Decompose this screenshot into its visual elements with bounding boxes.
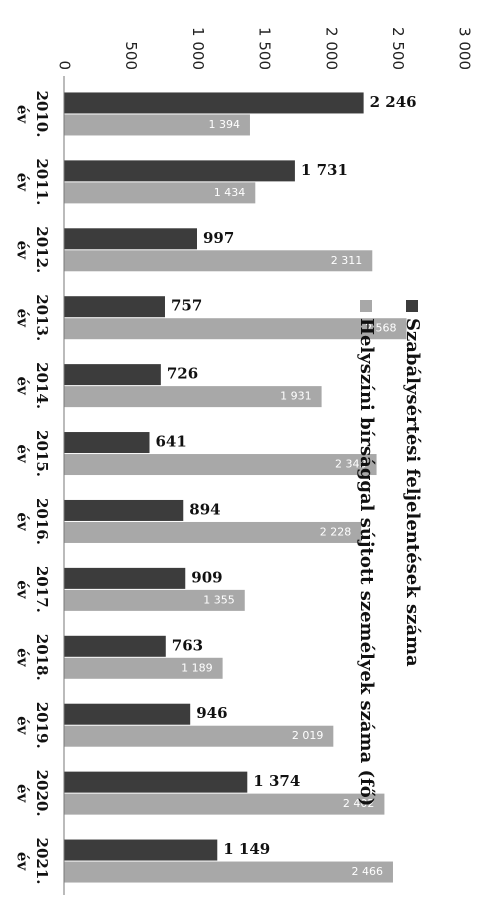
value-label-birsag: 2 228 [320, 525, 352, 538]
legend-swatch [406, 300, 418, 312]
bar-feljelentesek [64, 228, 197, 249]
value-label-feljelentesek: 1 374 [253, 772, 300, 790]
tick-label: 3 000 [456, 27, 474, 70]
legend-swatch [360, 300, 372, 312]
bar-feljelentesek [64, 296, 165, 317]
category-label: 2014.év [13, 362, 51, 409]
tick-label: 2 000 [322, 27, 340, 70]
legend-label: Szabálysértési feljelentések száma [402, 318, 423, 667]
value-label-feljelentesek: 641 [156, 433, 187, 451]
category-label: 2021.év [13, 838, 51, 885]
category-label: 2013.év [13, 294, 51, 341]
bar-birsag [64, 522, 361, 543]
value-label-feljelentesek: 1 731 [301, 161, 348, 179]
bar-feljelentesek [64, 500, 183, 521]
bar-feljelentesek [64, 840, 217, 861]
tick-label: 1 000 [189, 27, 207, 70]
category-label: 2012.év [13, 226, 51, 273]
value-label-feljelentesek: 726 [167, 365, 198, 383]
category-label: 2016.év [13, 498, 51, 545]
value-label-birsag: 1 189 [181, 661, 213, 674]
bars-layer [64, 92, 407, 882]
value-label-feljelentesek: 946 [196, 704, 227, 722]
legend: Szabálysértési feljelentések száma Helysz… [356, 300, 423, 806]
category-label: 2011.év [13, 158, 51, 205]
category-label: 2018.év [13, 634, 51, 681]
value-label-birsag: 1 931 [280, 390, 312, 403]
tick-label: 1 500 [256, 27, 274, 70]
value-label-birsag: 1 434 [214, 186, 246, 199]
bar-feljelentesek [64, 772, 247, 793]
bar-feljelentesek [64, 568, 185, 589]
value-label-feljelentesek: 997 [203, 229, 234, 247]
value-label-feljelentesek: 909 [191, 568, 222, 586]
bar-birsag [64, 318, 407, 339]
value-label-birsag: 1 355 [203, 593, 234, 606]
category-label: 2010.év [13, 90, 51, 137]
bar-birsag [64, 794, 384, 815]
bar-birsag [64, 454, 377, 475]
value-label-feljelentesek: 757 [171, 297, 202, 315]
tick-label: 500 [122, 41, 140, 70]
legend-label: Helyszíni bírsággal sújtott személyek sz… [356, 318, 377, 806]
tick-label: 0 [56, 60, 74, 70]
value-label-birsag: 1 394 [208, 118, 240, 131]
bar-feljelentesek [64, 160, 295, 181]
value-label-birsag: 2 019 [292, 729, 324, 742]
bar-birsag [64, 862, 393, 883]
bar-feljelentesek [64, 92, 364, 113]
value-label-feljelentesek: 763 [172, 636, 203, 654]
tick-label: 2 500 [389, 27, 407, 70]
bar-birsag [64, 250, 372, 271]
value-label-birsag: 2 466 [351, 865, 383, 878]
category-label: 2019.év [13, 702, 51, 749]
bar-feljelentesek [64, 704, 190, 725]
value-label-feljelentesek: 2 246 [370, 93, 417, 111]
bar-feljelentesek [64, 636, 166, 657]
category-label: 2020.év [13, 770, 51, 817]
value-label-feljelentesek: 1 149 [223, 840, 270, 858]
bar-feljelentesek [64, 364, 161, 385]
value-label-birsag: 2 311 [331, 254, 363, 267]
category-label: 2015.év [13, 430, 51, 477]
category-axis: 2010.év 2011.év 2012.év 2013.év 2014.év 2015.… [13, 90, 51, 884]
category-label: 2017.év [13, 566, 51, 613]
bar-feljelentesek [64, 432, 150, 453]
value-label-feljelentesek: 894 [189, 500, 220, 518]
